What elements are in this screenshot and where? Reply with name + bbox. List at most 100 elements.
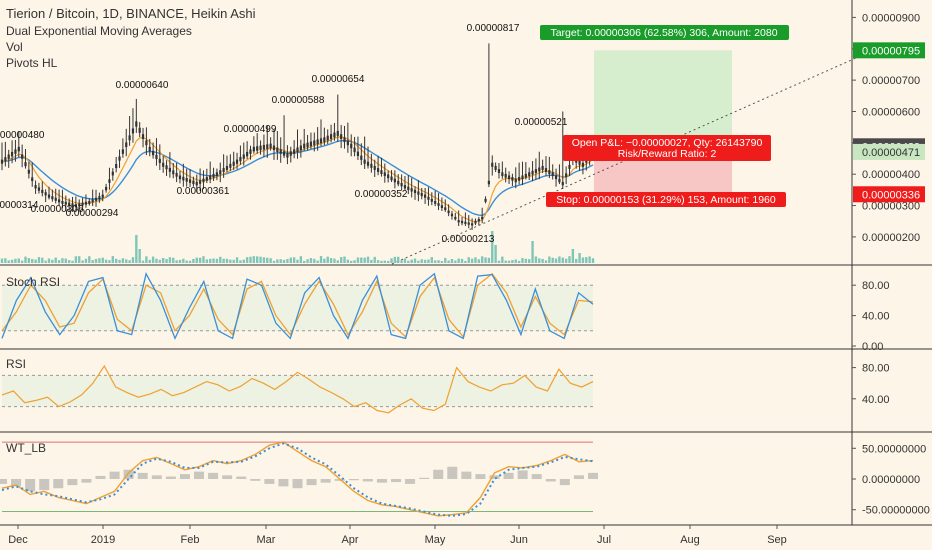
price-tag-stop: [853, 186, 925, 203]
candle-body: [182, 176, 185, 181]
wt-histogram-bar: [306, 479, 317, 486]
volume-bar: [423, 259, 427, 263]
stoch-axis-label: 80.00: [862, 280, 890, 292]
candle-body: [471, 223, 474, 226]
x-axis-label: Mar: [257, 534, 276, 546]
candle-body: [286, 153, 289, 158]
volume-bar: [444, 257, 447, 263]
volume-bar: [558, 256, 561, 263]
volume-bar: [460, 258, 464, 263]
candle-body: [413, 189, 417, 194]
volume-bar: [433, 260, 437, 263]
volume-bar: [313, 258, 316, 263]
volume-bar: [155, 258, 158, 263]
candle-body: [71, 203, 74, 207]
volume-bar: [568, 256, 571, 263]
candle-body: [195, 181, 198, 186]
volume-bar: [554, 258, 558, 263]
volume-bar: [350, 260, 353, 263]
wt-histogram-bar: [278, 479, 289, 487]
volume-bar: [390, 258, 393, 263]
volume-bar: [356, 257, 360, 263]
pivot-label: 0.00000521: [515, 117, 568, 128]
volume-bar: [138, 249, 141, 263]
candle-body: [31, 177, 34, 182]
candle-body: [212, 173, 215, 178]
volume-bar: [14, 258, 17, 263]
volume-bar: [521, 257, 524, 263]
candle-body: [551, 172, 554, 177]
chart-title: Tierion / Bitcoin, 1D, BINANCE, Heikin A…: [6, 6, 256, 21]
candle-body: [252, 146, 255, 152]
candle-body: [115, 164, 118, 169]
pivot-label: 0.00000361: [177, 186, 230, 197]
volume-bar: [561, 257, 564, 263]
candle-body: [430, 198, 433, 202]
candle-body: [101, 194, 104, 198]
volume-bar: [376, 260, 380, 263]
volume-bar: [343, 256, 346, 263]
x-axis-label: May: [425, 534, 446, 546]
candle-body: [544, 168, 548, 172]
volume-bar: [480, 256, 484, 263]
volume-bar: [34, 259, 37, 263]
indicator-label-vol: Vol: [6, 40, 23, 54]
volume-bar: [195, 257, 198, 263]
candle-body: [380, 170, 383, 175]
wt-histogram-bar: [151, 475, 162, 479]
candle-body: [296, 147, 299, 152]
candle-body: [554, 175, 558, 180]
price-axis-label: 0.00000400: [862, 169, 920, 181]
wt-histogram-bar: [11, 479, 22, 487]
candle-body: [4, 157, 7, 162]
volume-bar: [588, 256, 591, 263]
pivot-label: 0.00000817: [467, 23, 520, 34]
volume-bar: [319, 256, 323, 263]
volume-bar: [252, 256, 256, 263]
volume-bar: [27, 258, 31, 263]
volume-bar: [417, 260, 420, 263]
volume-bar: [504, 260, 507, 263]
rsi-line: [1, 364, 594, 414]
candle-body: [340, 134, 343, 140]
candle-body: [376, 168, 380, 172]
candle-body: [61, 200, 64, 204]
stop-badge-text: Stop: 0.00000153 (31.29%) 153, Amount: 1…: [556, 194, 776, 206]
volume-bar: [531, 241, 534, 263]
volume-bar: [440, 260, 444, 263]
candle-body: [165, 165, 168, 170]
candle-body: [447, 210, 450, 214]
pivot-label: 0.00000294: [66, 208, 119, 219]
volume-bar: [182, 258, 185, 263]
candle-body: [131, 128, 135, 134]
volume-bar: [51, 259, 54, 263]
volume-bar: [491, 231, 494, 263]
candle-body: [464, 221, 467, 224]
volume-bar: [135, 235, 138, 263]
stoch-k-line: [1, 271, 594, 341]
stoch-d-line: [1, 272, 594, 339]
candle-body: [568, 164, 571, 169]
candle-body: [282, 151, 286, 156]
candle-body: [440, 205, 443, 208]
stoch-band: [2, 285, 593, 331]
pivot-label: 0.00000499: [224, 124, 277, 135]
volume-bar: [0, 258, 4, 263]
candle-body: [118, 156, 121, 161]
volume-bar: [326, 256, 329, 263]
candle-body: [54, 197, 57, 201]
candle-body: [74, 204, 77, 207]
candle-body: [128, 135, 131, 141]
candle-body: [541, 165, 544, 170]
target-badge-text: Target: 0.00000306 (62.58%) 306, Amount:…: [550, 27, 777, 39]
candle-body: [494, 165, 497, 170]
price-tag-entry: [853, 143, 925, 160]
volume-bar: [161, 257, 165, 263]
candle-body: [491, 162, 494, 167]
volume-bar: [309, 258, 313, 263]
volume-bar: [575, 258, 578, 263]
volume-bar: [403, 258, 407, 263]
volume-bar: [178, 259, 182, 263]
volume-bar: [564, 258, 568, 263]
pivot-label: 0.00000352: [355, 189, 408, 200]
